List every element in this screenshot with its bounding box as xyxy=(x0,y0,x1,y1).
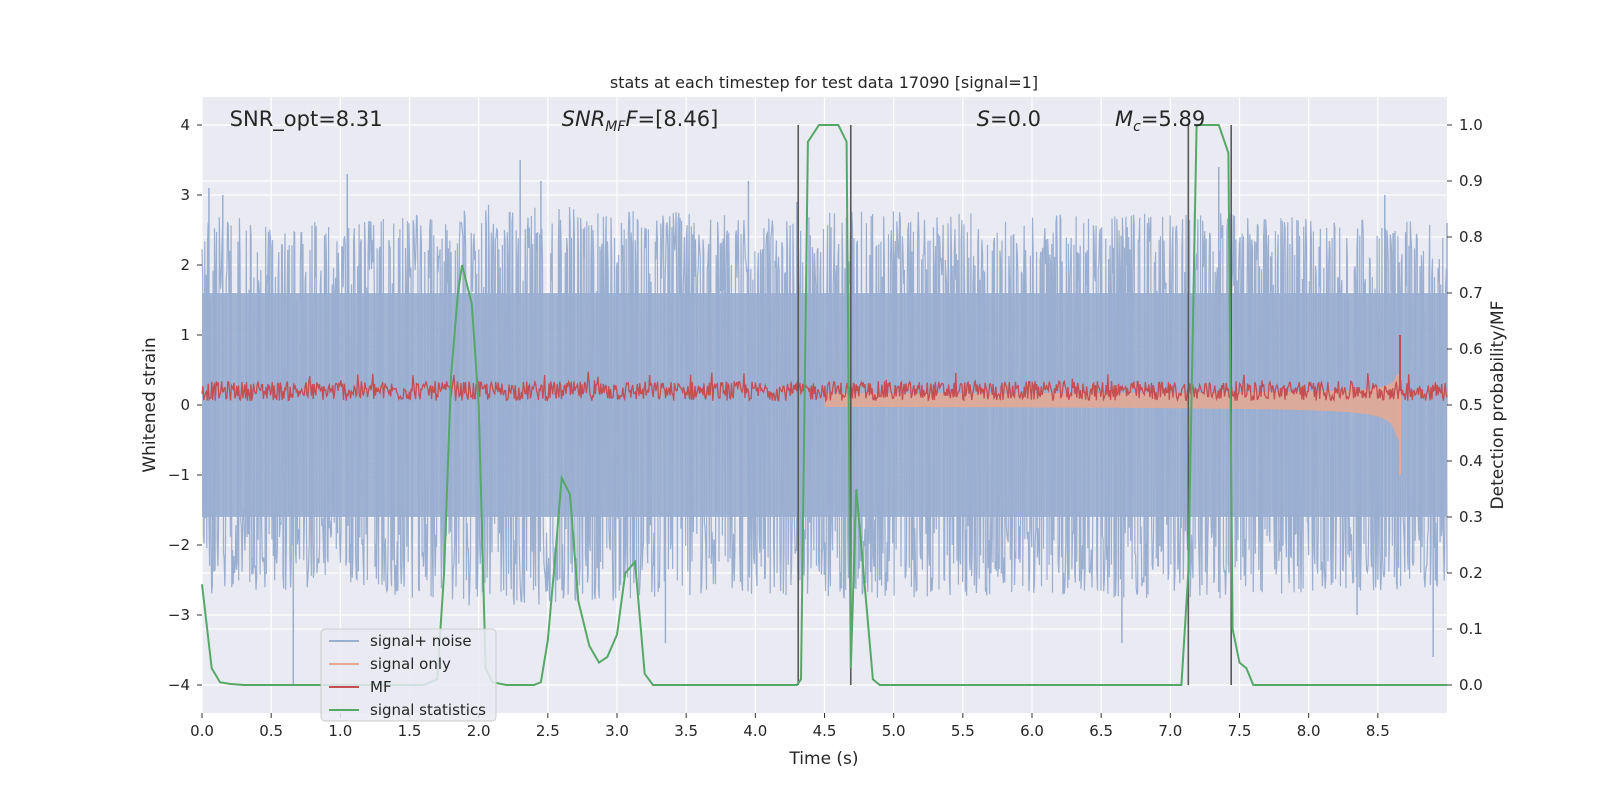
y-left-tick-label: −1 xyxy=(168,466,190,484)
axes: 0.0 0.5 1.0 1.5 2.0 2.5 3.0 3.5 4.0 4.5 5.0 5.5 6.0 6… xyxy=(168,116,1483,740)
y-axis-label-left: Whitened strain xyxy=(140,337,160,472)
y-right-tick-label: 0.7 xyxy=(1459,284,1483,302)
y-left-tick-label: 1 xyxy=(180,326,190,344)
x-tick-label: 2.0 xyxy=(467,722,491,740)
y-left-tick-label: 0 xyxy=(180,396,190,414)
series-signal-statistics xyxy=(201,124,1447,686)
series-mf xyxy=(201,335,1448,403)
chirp-envelope xyxy=(824,372,1400,442)
mf-trace xyxy=(201,371,1448,403)
x-tick-label: 3.5 xyxy=(674,722,698,740)
x-tick-label: 7.0 xyxy=(1158,722,1182,740)
y-right-tick-label: 0.6 xyxy=(1459,340,1483,358)
legend-label-signal-only: signal only xyxy=(370,655,451,673)
x-tick-label: 5.0 xyxy=(882,722,906,740)
y-left-tick-label: −2 xyxy=(168,536,190,554)
legend: signal+ noise signal only MF signal stat… xyxy=(320,628,497,722)
legend-label-mf: MF xyxy=(370,678,392,696)
x-tick-label: 7.5 xyxy=(1228,722,1252,740)
legend-box xyxy=(320,628,497,722)
y-right-tick-label: 0.0 xyxy=(1459,676,1483,694)
x-axis-label: Time (s) xyxy=(788,749,858,769)
y-left-tick-label: 4 xyxy=(180,116,190,134)
y-axis-label-right: Detection probability/MF xyxy=(1488,301,1508,510)
x-tick-label: 6.5 xyxy=(1089,722,1113,740)
y-left-tick-label: 2 xyxy=(180,256,190,274)
y-right-tick-label: 0.3 xyxy=(1459,508,1483,526)
y-right-tick-label: 0.1 xyxy=(1459,620,1483,638)
noise-trace xyxy=(201,204,1448,606)
y-left-tick-label: 3 xyxy=(180,186,190,204)
annotation-text: SNRMFF=[8.46] xyxy=(562,107,719,135)
x-tick-label: 4.0 xyxy=(743,722,767,740)
legend-label-signal-statistics: signal statistics xyxy=(370,701,486,719)
x-tick-label: 0.0 xyxy=(190,722,214,740)
annotation-text: Mc=5.89 xyxy=(1115,107,1205,135)
signal-statistics-line xyxy=(201,124,1447,686)
y-right-tick-label: 0.2 xyxy=(1459,564,1483,582)
legend-label-signal-noise: signal+ noise xyxy=(370,632,472,650)
y-left-tick-label: −3 xyxy=(168,606,190,624)
y-right-tick-label: 0.9 xyxy=(1459,172,1483,190)
x-tick-label: 6.0 xyxy=(1020,722,1044,740)
x-tick-label: 8.5 xyxy=(1366,722,1390,740)
y-left-tick-label: −4 xyxy=(168,676,190,694)
x-tick-label: 0.5 xyxy=(259,722,283,740)
x-tick-label: 1.0 xyxy=(328,722,352,740)
x-tick-label: 8.0 xyxy=(1297,722,1321,740)
x-tick-label: 1.5 xyxy=(398,722,422,740)
y-right-tick-label: 0.8 xyxy=(1459,228,1483,246)
annotation-text: SNR_opt=8.31 xyxy=(230,107,383,132)
annotation-text: S=0.0 xyxy=(977,107,1041,131)
y-right-tick-label: 0.5 xyxy=(1459,396,1483,414)
x-tick-label: 3.0 xyxy=(605,722,629,740)
x-tick-label: 5.5 xyxy=(951,722,975,740)
y-right-tick-label: 0.4 xyxy=(1459,452,1483,470)
chart-title: stats at each timestep for test data 170… xyxy=(610,73,1038,92)
annotations: SNR_opt=8.31 SNRMFF=[8.46] S=0.0 Mc=5.89 xyxy=(230,107,1206,135)
x-tick-label: 4.5 xyxy=(813,722,837,740)
y-right-tick-label: 1.0 xyxy=(1459,116,1483,134)
x-tick-label: 2.5 xyxy=(536,722,560,740)
